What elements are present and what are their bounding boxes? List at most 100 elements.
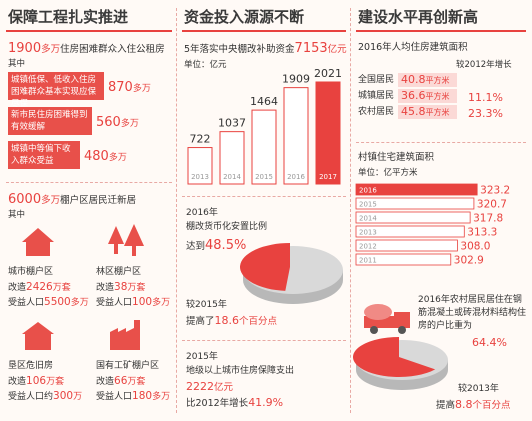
unit: 平方米 [425, 108, 450, 117]
row-name: 城镇居民 [358, 91, 395, 101]
year: 2015年 [186, 352, 218, 362]
renovated-line: 改造66万套 [96, 375, 145, 388]
change-line: 提高了18.6个百分点 [186, 314, 277, 327]
headline: 6000多万棚户区居民迁新居 [8, 192, 136, 208]
unit: 万套 [52, 283, 71, 293]
group-box: 新市民住房困难得到有效缓解 [8, 107, 92, 135]
bar [355, 183, 478, 196]
label: 其中 [8, 59, 26, 69]
icon-shape [22, 228, 54, 256]
compare: 较2013年 [458, 384, 499, 394]
value-label: 320.7 [477, 199, 507, 211]
category-label: 2017 [319, 173, 337, 181]
renovated-line: 改造2426万套 [8, 281, 71, 294]
text: 5年落实中央棚改补助资金 [184, 44, 295, 55]
number: 300 [53, 390, 74, 402]
title-rule [182, 30, 346, 32]
value-label: 1464 [250, 95, 278, 108]
number: 1900 [8, 41, 42, 56]
prefix: 改造 [8, 377, 27, 387]
number: 36.6 [401, 89, 426, 102]
number: 870 [108, 80, 133, 95]
unit: 平方米 [425, 76, 450, 85]
number: 6000 [8, 192, 42, 207]
chart-title: 村镇住宅建筑面积 [358, 152, 435, 163]
pie-chart [240, 243, 343, 304]
area-cell: 36.6平方米 [398, 89, 457, 103]
pie-chart [353, 337, 448, 390]
section-title: 保障工程扎实推进 [8, 8, 129, 26]
number: 38 [114, 281, 128, 293]
benefit-line: 受益人口180多万 [96, 390, 170, 403]
prefix: 改造 [8, 283, 27, 293]
pie-slice [353, 337, 436, 377]
icon-shape [108, 224, 144, 256]
label: 棚改货币化安置比例 [186, 222, 268, 232]
unit: 多万 [132, 84, 151, 94]
value-label: 308.0 [460, 241, 490, 253]
separator [182, 340, 346, 341]
number: 2426 [26, 281, 53, 293]
unit: 万 [73, 392, 83, 402]
number: 8.8 [455, 398, 473, 411]
unit-label: 单位：亿平方米 [358, 168, 418, 178]
pie-value-label: 48.5% [205, 238, 247, 253]
group-value: 480多万 [84, 149, 127, 165]
unit-label: 单位：亿元 [184, 60, 227, 70]
text: 住房困难群众入住公租房 [60, 44, 165, 55]
bar [315, 81, 341, 185]
unit: 多万 [70, 298, 89, 308]
row-name: 全国居民 [358, 75, 395, 85]
growth: 23.3% [468, 107, 503, 120]
title-rule [6, 30, 172, 32]
unit: 个百分点 [472, 400, 511, 411]
prefix: 受益人口 [96, 392, 133, 402]
category-label: 2014 [223, 173, 241, 181]
group-value: 870多万 [108, 80, 151, 96]
number: 45.8 [401, 105, 426, 118]
icon-shape [22, 322, 54, 350]
unit: 多万 [152, 392, 171, 402]
number: 106 [26, 375, 47, 387]
benefit-line: 受益人口100多万 [96, 296, 170, 309]
category-label: 2015 [359, 201, 377, 209]
prefix: 提高了 [186, 316, 215, 327]
prefix: 达到 [186, 241, 206, 252]
unit: 多万 [108, 153, 127, 163]
benefit-line: 受益人口约300万 [8, 390, 82, 403]
unit: 个百分点 [239, 316, 278, 327]
prefix: 改造 [96, 377, 115, 387]
pie-slice [240, 243, 290, 291]
prefix: 受益人口约 [8, 392, 54, 402]
value-line: 2222亿元 [186, 380, 233, 393]
unit: 多万 [41, 44, 61, 55]
prefix: 受益人口 [8, 298, 45, 308]
number: 560 [96, 115, 121, 130]
number: 18.6 [214, 314, 240, 327]
group-value: 560多万 [96, 115, 139, 131]
change-line: 提高8.8个百分点 [436, 398, 511, 411]
category-label: 2012 [359, 243, 377, 251]
number: 100 [132, 296, 153, 308]
truck-icon [364, 304, 410, 334]
unit: 多万 [152, 298, 171, 308]
separator [182, 196, 346, 197]
unit: 亿元 [214, 382, 234, 393]
unit: 万套 [46, 377, 65, 387]
bar [219, 131, 245, 185]
prefix: 提高 [436, 400, 456, 411]
separator [356, 142, 526, 143]
number: 180 [132, 390, 153, 402]
category-label: 2013 [191, 173, 209, 181]
year: 2016年 [186, 208, 218, 218]
value-label: 317.8 [473, 213, 503, 225]
value-label: 302.9 [454, 255, 484, 267]
area-icon [108, 224, 144, 256]
benefit-line: 受益人口5500多万 [8, 296, 89, 309]
category-label: 2016 [287, 173, 305, 181]
unit: 万套 [127, 377, 146, 387]
value-label: 722 [190, 133, 211, 146]
group-box: 城镇低保、低收入住房困难群众基本实现应保尽保 [8, 72, 104, 109]
compare: 较2015年 [186, 300, 227, 310]
bar-chart: 722 2013 1037 2014 1464 2015 1909 2016 2021 2017 [187, 67, 342, 185]
